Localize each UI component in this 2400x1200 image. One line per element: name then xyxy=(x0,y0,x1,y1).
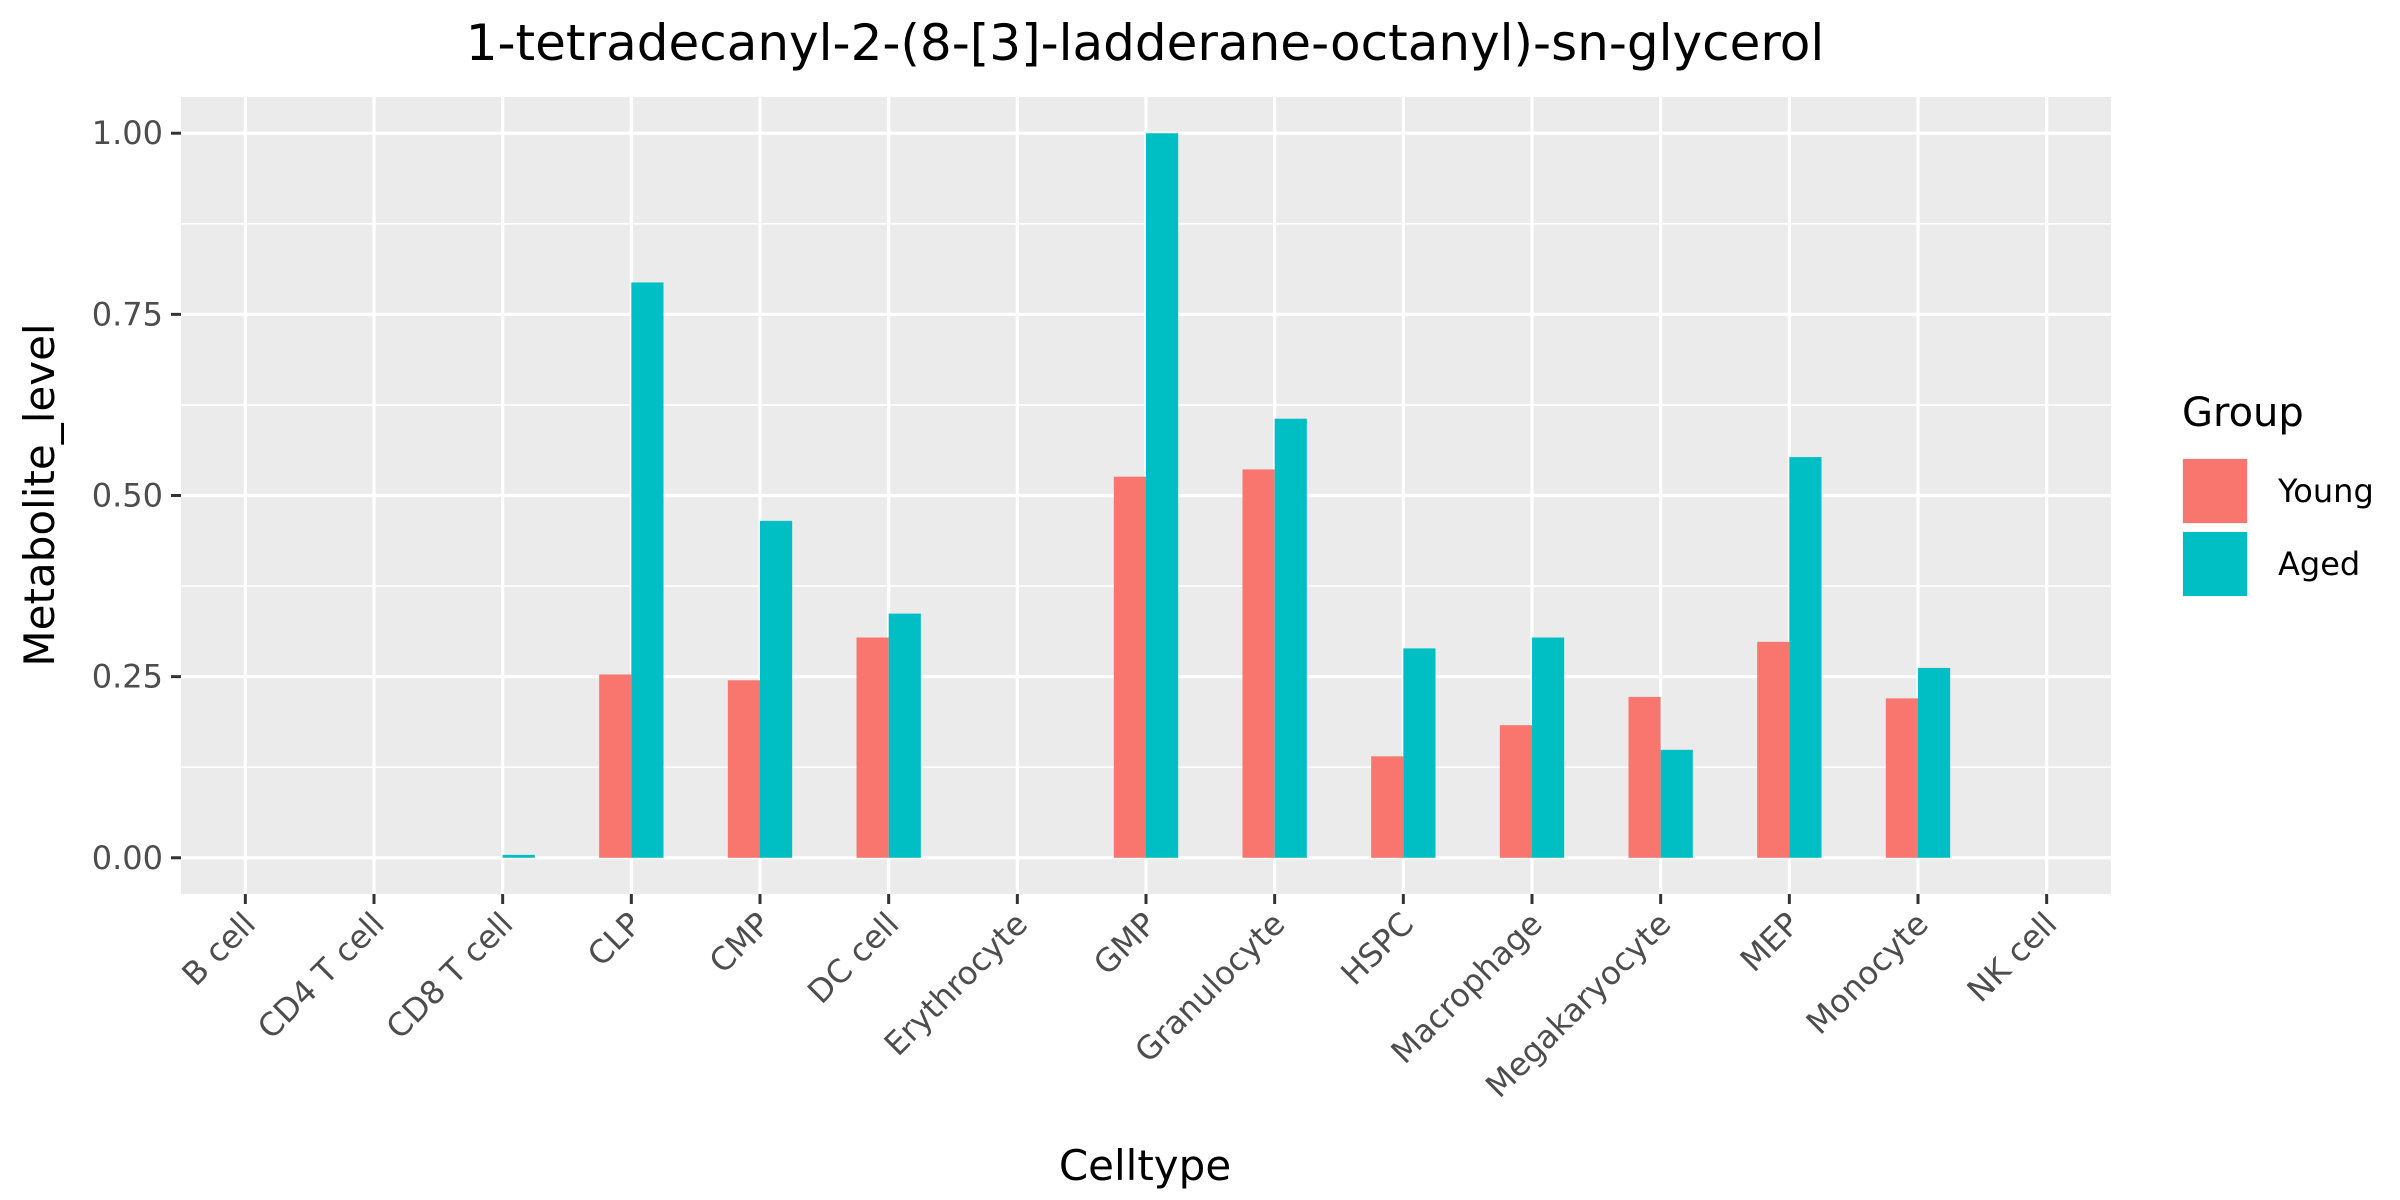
x-tick-label: HSPC xyxy=(1333,905,1421,993)
x-tick-label: DC cell xyxy=(800,905,906,1011)
x-tick-label: CD4 T cell xyxy=(250,905,392,1047)
legend-title: Group xyxy=(2182,390,2304,436)
bar-aged xyxy=(1403,648,1436,858)
bar-aged xyxy=(760,520,793,858)
bar-aged xyxy=(1146,133,1179,858)
bar-aged xyxy=(1532,637,1565,858)
chart-title: 1-tetradecanyl-2-(8-[3]-ladderane-octany… xyxy=(466,14,1825,72)
bar-young xyxy=(1628,696,1661,858)
bars xyxy=(502,133,1951,858)
legend-label-aged: Aged xyxy=(2278,545,2360,583)
x-axis-title: Celltype xyxy=(1059,1141,1231,1190)
bar-young xyxy=(1499,725,1532,858)
legend-key-young xyxy=(2183,459,2247,523)
x-tick-label: B cell xyxy=(174,905,263,994)
x-tick-label: MEP xyxy=(1733,905,1807,979)
bar-young xyxy=(727,680,760,858)
x-tick-label: CD8 T cell xyxy=(379,905,521,1047)
x-tick-label: NK cell xyxy=(1960,905,2065,1010)
legend: Group Young Aged xyxy=(2182,390,2374,597)
y-tick-label: 0.00 xyxy=(92,839,163,877)
bar-aged xyxy=(888,613,921,858)
y-axis: 0.00 0.25 0.50 0.75 1.00 xyxy=(92,114,181,877)
bar-aged xyxy=(1274,418,1307,858)
bar-young xyxy=(1757,641,1790,858)
bar-aged xyxy=(1918,667,1951,858)
y-tick-label: 0.25 xyxy=(92,658,163,696)
x-tick-label: CMP xyxy=(702,905,778,981)
bar-aged xyxy=(1789,457,1822,858)
bar-young xyxy=(1371,756,1404,858)
y-tick-label: 0.50 xyxy=(92,477,163,515)
y-tick-label: 0.75 xyxy=(92,295,163,333)
bar-young xyxy=(1242,469,1275,858)
x-tick-label: Monocyte xyxy=(1799,905,1936,1042)
y-axis-title: Metabolite_level xyxy=(15,323,64,666)
x-tick-label: CLP xyxy=(580,905,649,974)
x-tick-label: GMP xyxy=(1086,905,1164,983)
bar-aged xyxy=(631,282,664,858)
legend-label-young: Young xyxy=(2277,472,2374,510)
y-tick-label: 1.00 xyxy=(92,114,163,152)
bar-aged xyxy=(502,854,535,858)
bar-young xyxy=(856,637,889,858)
bar-aged xyxy=(1660,749,1693,858)
bar-young xyxy=(599,674,632,858)
bar-young xyxy=(1113,476,1146,858)
bar-young xyxy=(1885,698,1918,858)
legend-key-aged xyxy=(2183,532,2247,596)
